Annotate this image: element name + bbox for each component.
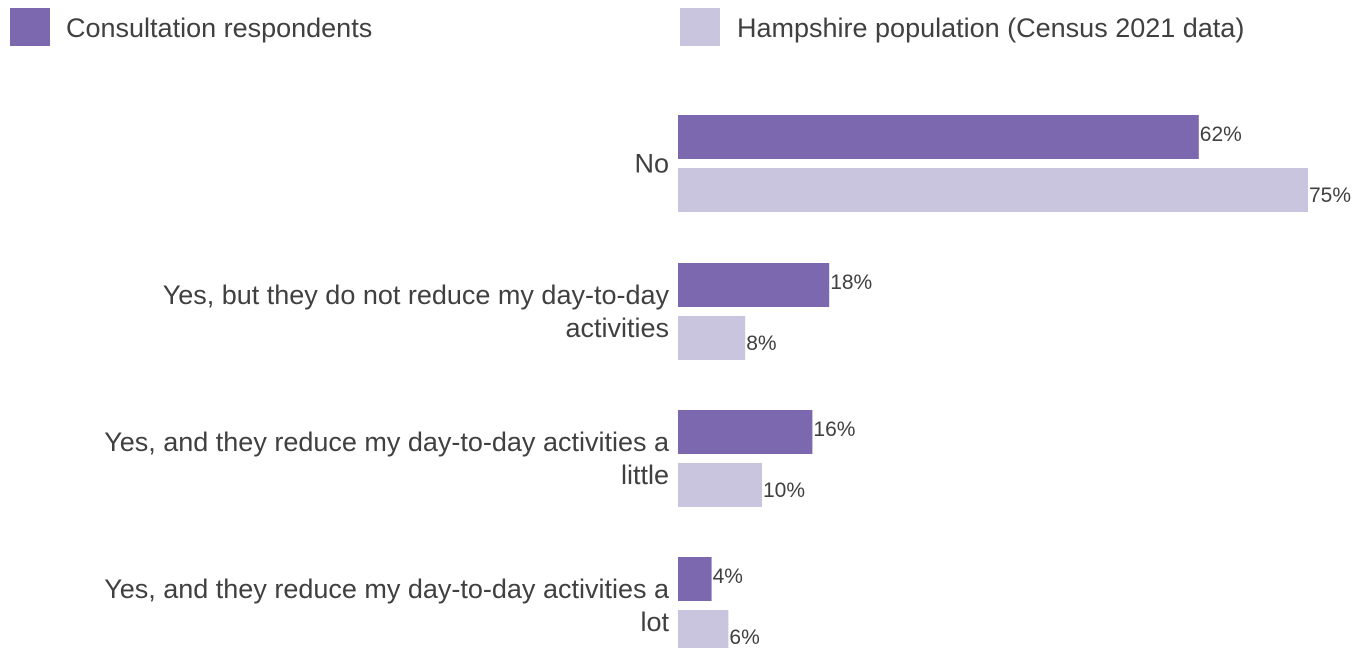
category-label: lot xyxy=(640,607,669,637)
bar-consultation-respondents xyxy=(678,557,712,601)
category-label: activities xyxy=(565,313,669,343)
data-label-hampshire-population-census-2021-data: 8% xyxy=(746,332,776,355)
data-label-hampshire-population-census-2021-data: 75% xyxy=(1309,184,1351,207)
plot-area: No 62% 75% Yes, but they do not reduce my d… xyxy=(104,115,1351,648)
data-label-consultation-respondents: 62% xyxy=(1200,123,1242,146)
bar-consultation-respondents xyxy=(678,115,1199,159)
legend-swatch-hampshire-population xyxy=(680,8,720,46)
data-label-consultation-respondents: 16% xyxy=(813,418,855,441)
bar-hampshire-population-census-2021-data xyxy=(678,463,762,507)
bar-consultation-respondents xyxy=(678,410,813,454)
category-label: little xyxy=(621,460,669,490)
data-label-consultation-respondents: 4% xyxy=(713,565,743,588)
data-label-hampshire-population-census-2021-data: 6% xyxy=(729,626,759,648)
category-label: Yes, and they reduce my day-to-day activ… xyxy=(104,574,670,604)
legend: Consultation respondents Hampshire popul… xyxy=(10,8,1244,46)
category-label: Yes, and they reduce my day-to-day activ… xyxy=(104,427,670,457)
legend-label-consultation-respondents: Consultation respondents xyxy=(66,13,372,43)
category-label: No xyxy=(634,149,669,179)
data-label-hampshire-population-census-2021-data: 10% xyxy=(763,479,805,502)
category-label: Yes, but they do not reduce my day-to-da… xyxy=(163,280,670,310)
data-label-consultation-respondents: 18% xyxy=(830,271,872,294)
bar-consultation-respondents xyxy=(678,263,830,307)
legend-label-hampshire-population: Hampshire population (Census 2021 data) xyxy=(737,13,1244,43)
legend-swatch-consultation-respondents xyxy=(10,8,50,46)
bar-hampshire-population-census-2021-data xyxy=(678,168,1308,212)
bar-hampshire-population-census-2021-data xyxy=(678,316,746,360)
bar-hampshire-population-census-2021-data xyxy=(678,610,729,648)
